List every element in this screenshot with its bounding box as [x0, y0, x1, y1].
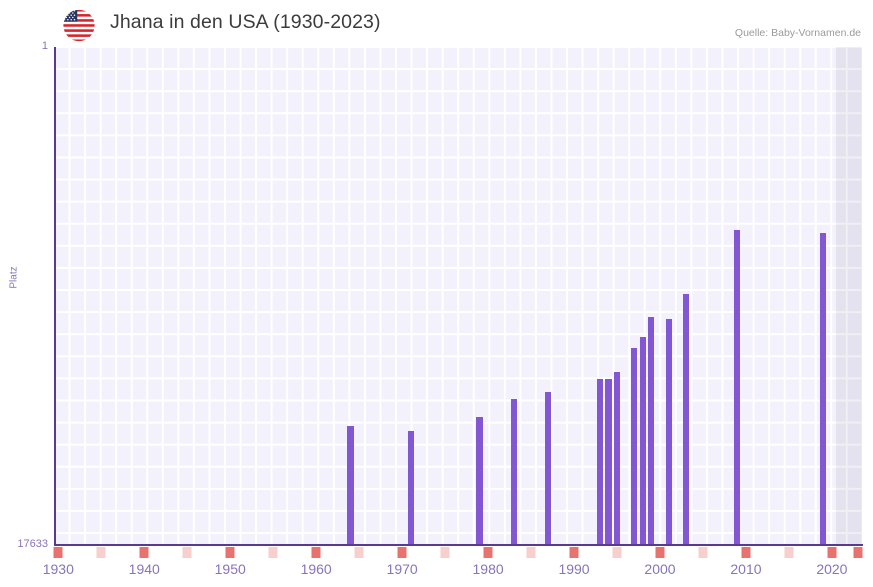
bar — [476, 417, 483, 545]
bar — [613, 371, 621, 545]
plot-area — [54, 47, 862, 545]
x-axis-tick-minor — [182, 547, 192, 558]
y-axis-title: Platz — [8, 266, 20, 289]
x-axis-tick-minor — [526, 547, 536, 558]
x-axis-tick-minor — [268, 547, 278, 558]
y-axis-line — [54, 47, 56, 546]
x-axis-tick-major — [225, 547, 235, 558]
bar-series-platz — [54, 47, 862, 545]
x-axis-tick-label: 1950 — [214, 561, 246, 577]
bar — [605, 379, 612, 545]
x-axis-tick-minor — [96, 547, 106, 558]
bar — [347, 426, 354, 545]
bar — [639, 337, 646, 545]
x-axis-line — [54, 544, 863, 546]
x-axis-tick-major — [827, 547, 837, 558]
x-axis-tick-minor — [354, 547, 364, 558]
x-axis-tick-label: 1960 — [300, 561, 332, 577]
bar — [648, 317, 655, 545]
x-axis-tick-label: 2000 — [644, 561, 676, 577]
bar — [545, 392, 552, 545]
page-title: Jhana in den USA (1930-2023) — [110, 11, 381, 33]
x-axis-tick-major — [483, 547, 493, 558]
x-axis-tick-label: 1980 — [472, 561, 504, 577]
bar — [596, 379, 603, 545]
x-axis-tick-major — [853, 547, 863, 558]
x-axis-tick-label: 1930 — [42, 561, 74, 577]
x-axis-tick-major — [139, 547, 149, 558]
x-axis-tick-label: 2020 — [816, 561, 848, 577]
x-axis-tick-major — [569, 547, 579, 558]
x-axis-tick-label: 2010 — [730, 561, 762, 577]
bar — [407, 430, 414, 545]
projection-shaded-region — [836, 47, 862, 545]
x-axis-tick-major — [741, 547, 751, 558]
x-axis-tick-label: 1970 — [386, 561, 418, 577]
x-axis-tick-label: 1940 — [128, 561, 160, 577]
y-axis-bottom-label: 17633 — [17, 538, 48, 550]
y-axis-top-label: 1 — [41, 40, 48, 52]
bar — [820, 233, 827, 545]
x-axis-tick-minor — [698, 547, 708, 558]
bar — [734, 230, 741, 545]
x-axis-tick-major — [53, 547, 63, 558]
x-axis-tick-minor — [784, 547, 794, 558]
grid-lines — [54, 47, 862, 545]
x-axis-tick-minor — [612, 547, 622, 558]
us-flag-icon — [60, 9, 98, 42]
bar — [510, 398, 517, 545]
x-axis-tick-major — [655, 547, 665, 558]
bar — [631, 347, 638, 545]
chart-header: Jhana in den USA (1930-2023) Quelle: Bab… — [0, 0, 873, 47]
bar — [682, 293, 689, 545]
bar — [665, 319, 672, 545]
x-axis-tick-major — [311, 547, 321, 558]
source-attribution: Quelle: Baby-Vornamen.de — [734, 27, 861, 39]
x-axis-tick-minor — [440, 547, 450, 558]
x-axis-tick-label: 1990 — [558, 561, 590, 577]
x-axis-tick-major — [397, 547, 407, 558]
